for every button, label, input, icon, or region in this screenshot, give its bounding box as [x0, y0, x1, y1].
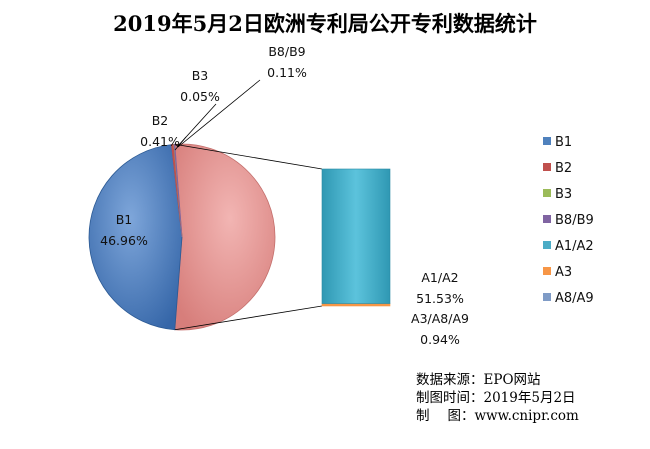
- source-value: EPO网站: [484, 372, 541, 388]
- pie-label-b1-name: B1: [116, 212, 133, 227]
- pie-label-b8b9-value: 0.11%: [267, 65, 307, 80]
- legend-swatch-a1a2: [543, 241, 551, 249]
- pie-label-b2-name: B2: [152, 113, 169, 128]
- maker-label-a: 制: [416, 408, 430, 424]
- legend-label-a8a9: A8/A9: [555, 291, 594, 306]
- legend-label-b1: B1: [555, 135, 572, 150]
- legend-swatch-b8b9: [543, 215, 551, 223]
- bar-group: [322, 169, 390, 306]
- leader-line-b3: [177, 104, 216, 147]
- pie-label-b3-value: 0.05%: [180, 89, 220, 104]
- bar-segment-a1a2: [322, 169, 390, 304]
- legend-label-a1a2: A1/A2: [555, 239, 594, 254]
- pie-label-b1-value: 46.96%: [100, 233, 148, 248]
- legend-swatch-b1: [543, 137, 551, 145]
- maker-label-b: 图：: [448, 408, 475, 424]
- pie-label-b8b9-name: B8/B9: [268, 44, 305, 59]
- source-line-chart-date: 制图时间：2019年5月2日: [416, 389, 579, 407]
- legend-swatch-a8a9: [543, 293, 551, 301]
- pie-label-b2-value: 0.41%: [140, 134, 180, 149]
- legend-label-b8b9: B8/B9: [555, 213, 594, 228]
- pie-slice-other: [175, 144, 275, 330]
- chart-title: 2019年5月2日欧洲专利局公开专利数据统计: [113, 11, 537, 36]
- legend-label-b3: B3: [555, 187, 572, 202]
- legend-swatch-b2: [543, 163, 551, 171]
- bar-label-a3a8a9-value: 0.94%: [420, 332, 460, 347]
- legend-swatch-a3: [543, 267, 551, 275]
- legend-label-b2: B2: [555, 161, 572, 176]
- chart-date-label: 制图时间：: [416, 390, 484, 406]
- bar-label-a3a8a9-name: A3/A8/A9: [411, 311, 469, 326]
- chart-date-value: 2019年5月2日: [484, 390, 576, 406]
- source-line-data-source: 数据来源：EPO网站: [416, 371, 579, 389]
- maker-value: www.cnipr.com: [475, 408, 579, 424]
- legend-swatch-b3: [543, 189, 551, 197]
- legend-label-a3: A3: [555, 265, 572, 280]
- bar-label-a1a2-value: 51.53%: [416, 291, 464, 306]
- bar-label-a1a2-name: A1/A2: [421, 270, 458, 285]
- legend: B1 B2 B3 B8/B9 A1/A2 A3 A8/A9: [543, 135, 594, 306]
- pie-label-b3-name: B3: [192, 68, 209, 83]
- source-info: 数据来源：EPO网站 制图时间：2019年5月2日 制 图：www.cnipr.c…: [416, 371, 579, 425]
- source-line-maker: 制 图：www.cnipr.com: [416, 407, 579, 425]
- bar-segment-a3a8a9: [322, 304, 390, 306]
- source-label: 数据来源：: [416, 372, 484, 388]
